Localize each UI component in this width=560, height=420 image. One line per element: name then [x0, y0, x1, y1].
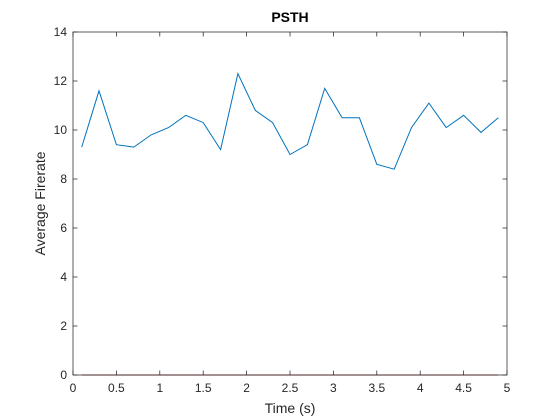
x-tick-label: 4.5 [455, 381, 472, 395]
x-tick-label: 1 [156, 381, 163, 395]
x-tick-label: 0.5 [108, 381, 125, 395]
y-axis-label: Average Firerate [32, 151, 48, 255]
x-axis-ticks: 0 0.5 1 1.5 2 2.5 3 3.5 4 4.5 5 [70, 32, 511, 395]
y-axis-ticks: 0 2 4 6 8 10 12 14 [54, 25, 507, 382]
x-tick-label: 3 [330, 381, 337, 395]
y-tick-label: 2 [60, 319, 67, 333]
y-tick-label: 10 [54, 123, 68, 137]
series-line [81, 72, 499, 170]
x-tick-label: 5 [504, 381, 511, 395]
x-tick-label: 2 [243, 381, 250, 395]
y-tick-label: 4 [60, 270, 67, 284]
x-tick-label: 3.5 [368, 381, 385, 395]
y-tick-label: 12 [54, 74, 68, 88]
x-tick-label: 1.5 [195, 381, 212, 395]
plot-area [73, 32, 507, 375]
y-tick-label: 0 [60, 368, 67, 382]
x-tick-label: 0 [70, 381, 77, 395]
y-tick-label: 8 [60, 172, 67, 186]
x-tick-label: 2.5 [282, 381, 299, 395]
x-axis-label: Time (s) [265, 400, 316, 416]
x-tick-label: 4 [417, 381, 424, 395]
y-tick-label: 6 [60, 221, 67, 235]
y-tick-label: 14 [54, 25, 68, 39]
chart-title: PSTH [271, 9, 308, 25]
